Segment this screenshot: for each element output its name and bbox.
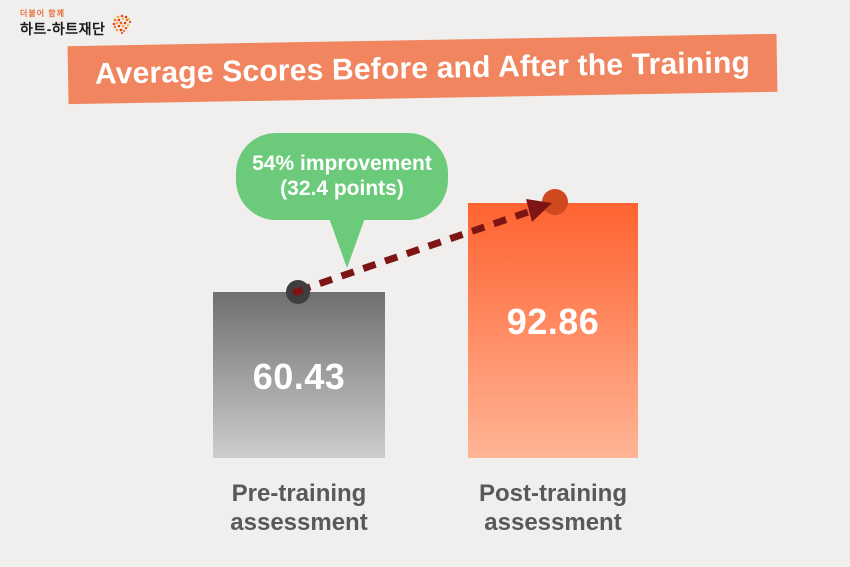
callout-line-2: (32.4 points) bbox=[280, 176, 404, 200]
callout-line-1: 54% improvement bbox=[252, 151, 432, 175]
bar-post-value: 92.86 bbox=[506, 301, 600, 342]
bar-pre-value: 60.43 bbox=[252, 356, 346, 397]
bar-pre-training: 60.43 bbox=[213, 292, 385, 458]
category-label-pre-training: Pre-training assessment bbox=[230, 480, 368, 536]
foundation-logo: 더불어 함께 하트-하트재단 bbox=[20, 8, 133, 39]
title-banner: Average Scores Before and After the Trai… bbox=[67, 33, 778, 105]
category-label-post-training: Post-training assessment bbox=[479, 480, 627, 536]
improvement-callout-bubble: 54% improvement (32.4 points) bbox=[236, 133, 448, 268]
foundation-logo-text: 더불어 함께 하트-하트재단 bbox=[20, 8, 105, 39]
foundation-mosaic-circle-icon bbox=[113, 14, 132, 34]
chart-title: Average Scores Before and After the Trai… bbox=[94, 46, 751, 91]
callout-bubble-tail bbox=[329, 218, 365, 268]
logo-tagline: 더불어 함께 bbox=[20, 9, 66, 18]
logo-name: 하트-하트재단 bbox=[20, 21, 106, 37]
bar-post-training: 92.86 bbox=[468, 203, 638, 458]
